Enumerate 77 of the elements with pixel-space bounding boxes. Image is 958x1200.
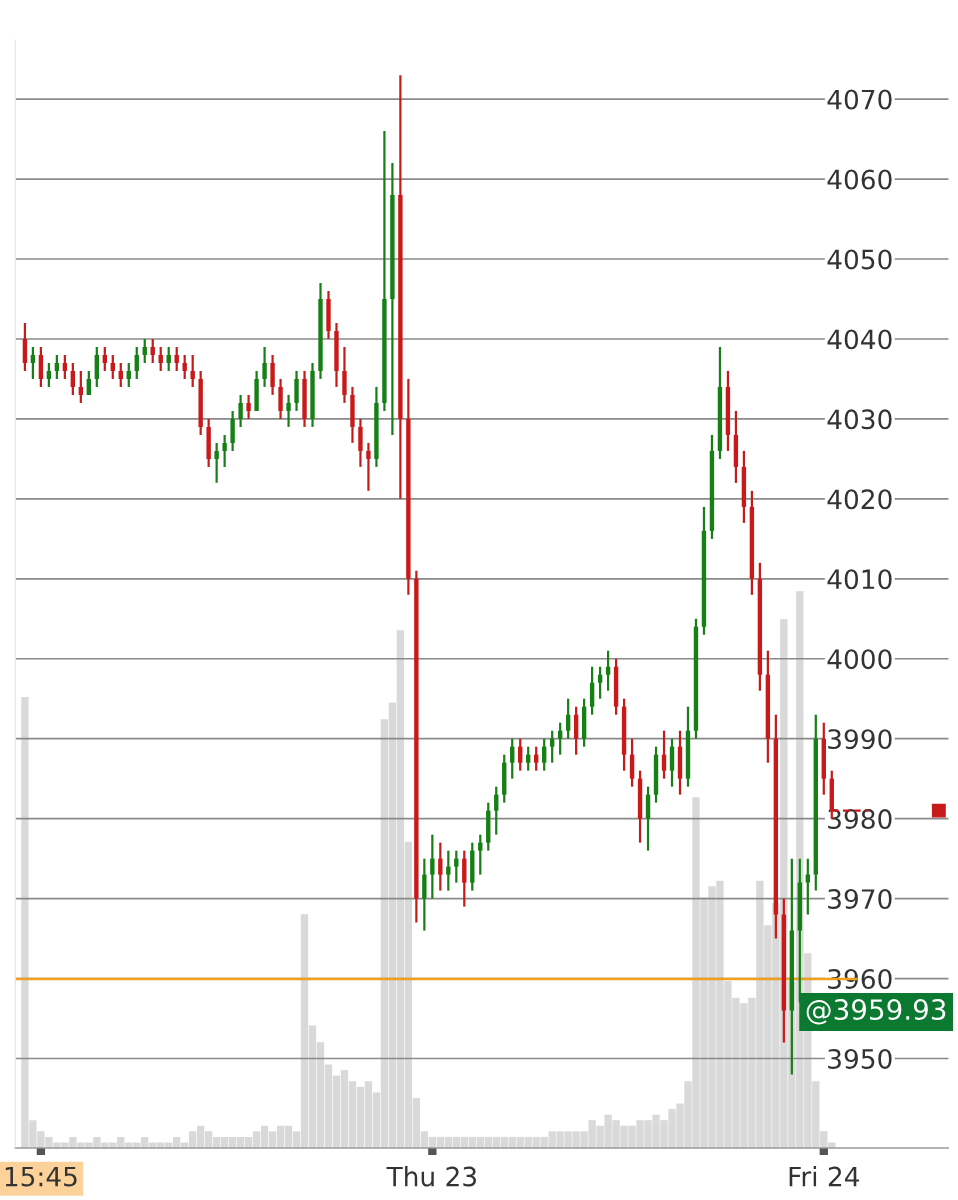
candlestick xyxy=(158,345,163,373)
candlestick xyxy=(270,353,275,397)
candlestick xyxy=(645,785,651,852)
candlestick xyxy=(454,849,459,884)
candlestick xyxy=(518,737,523,772)
candlestick xyxy=(230,409,235,452)
candlestick xyxy=(358,417,363,468)
candlestick xyxy=(597,665,603,700)
candlestick xyxy=(446,849,451,892)
candlestick xyxy=(573,705,579,756)
candlestick xyxy=(222,433,227,468)
candlestick xyxy=(510,737,515,780)
candlestick xyxy=(526,745,531,772)
y-tick-label: 4050 xyxy=(827,249,892,270)
candlestick xyxy=(126,361,131,389)
candlestick xyxy=(174,345,179,373)
candlestick xyxy=(46,361,52,389)
candlestick xyxy=(589,665,595,716)
y-tick-label: 3950 xyxy=(828,1048,892,1069)
candlestick xyxy=(342,345,347,405)
candlestick xyxy=(549,729,555,764)
candlestick xyxy=(262,345,267,389)
candlestick xyxy=(94,345,100,389)
candlestick xyxy=(86,369,92,397)
candlestick xyxy=(286,393,291,429)
candlestick xyxy=(629,737,635,788)
candlestick xyxy=(30,345,36,381)
candlestick xyxy=(118,361,123,389)
y-tick-label: 4070 xyxy=(827,89,892,110)
candlestick xyxy=(557,721,563,756)
candlestick xyxy=(70,361,76,397)
y-tick-label: 4020 xyxy=(827,489,892,510)
candlestick xyxy=(669,737,675,788)
candlestick xyxy=(294,369,299,413)
candlestick xyxy=(238,393,243,429)
y-tick-label: 4030 xyxy=(827,409,892,430)
candlestick xyxy=(278,377,283,421)
y-tick-label: 3970 xyxy=(828,889,892,909)
candlestick xyxy=(38,345,44,389)
candlestick xyxy=(422,857,427,932)
y-tick-label: 3960 xyxy=(828,968,892,989)
x-tick-label: Thu 23 xyxy=(386,1166,476,1187)
y-tick-label: 4000 xyxy=(827,649,892,670)
y-tick-label: 4040 xyxy=(827,329,892,350)
candlestick xyxy=(541,737,547,772)
y-tick-label: 3980 xyxy=(828,809,892,830)
candlestick xyxy=(142,337,147,365)
candlestick xyxy=(430,833,435,900)
candlestick xyxy=(478,833,483,876)
candlestick xyxy=(54,353,60,381)
candlestick xyxy=(214,441,219,484)
candlestick xyxy=(605,649,611,692)
y-tick-label: 4010 xyxy=(827,569,892,590)
candlestick xyxy=(190,353,195,389)
candlestick xyxy=(565,697,571,740)
ref-line-label: @3959.93 xyxy=(806,999,946,1025)
candlestick xyxy=(366,441,371,492)
candlestick xyxy=(494,785,499,836)
candlestick xyxy=(246,393,251,421)
candlestick xyxy=(150,337,155,365)
candlestick xyxy=(166,345,171,373)
candlestick xyxy=(110,353,115,381)
candlestick xyxy=(62,353,68,381)
candlestick xyxy=(134,345,139,381)
candlestick xyxy=(661,729,667,780)
y-tick-label: 4060 xyxy=(827,169,892,190)
candlestick xyxy=(805,857,811,916)
x-tick-label: Fri 24 xyxy=(789,1166,860,1187)
candlestick xyxy=(534,745,539,772)
candlestick xyxy=(78,369,84,405)
candlestick xyxy=(438,841,443,892)
candlestick xyxy=(462,849,467,908)
candlestick xyxy=(102,345,107,373)
y-tick-label: 3990 xyxy=(828,729,892,750)
candlestick xyxy=(182,353,187,381)
candlestick xyxy=(22,321,28,373)
x-tick-label: 15:45 xyxy=(5,1166,77,1187)
